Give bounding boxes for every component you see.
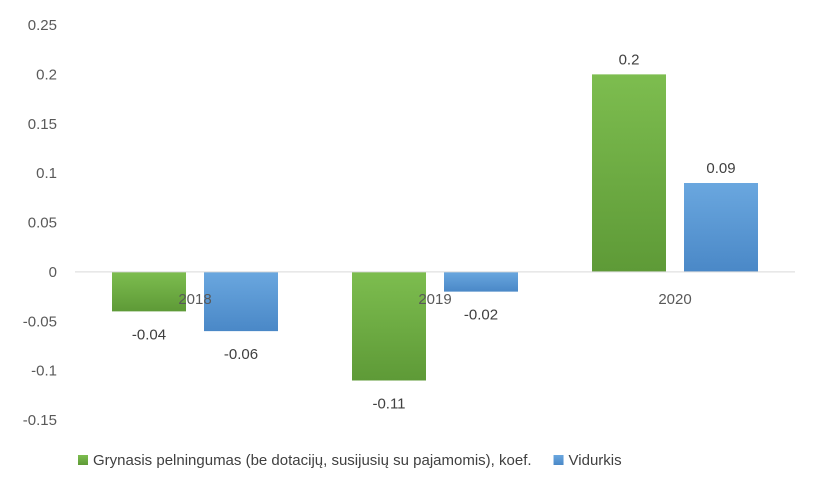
- category-label-2019: 2019: [418, 291, 451, 308]
- bar-grynasis-2020: [592, 74, 666, 272]
- data-label: 0.2: [619, 51, 640, 68]
- category-label-2020: 2020: [658, 291, 691, 308]
- legend: Grynasis pelningumas (be dotacijų, susij…: [78, 452, 622, 469]
- category-label-2018: 2018: [178, 291, 211, 308]
- y-tick-label: 0.05: [28, 215, 57, 232]
- y-tick-label: 0.25: [28, 17, 57, 34]
- y-tick-label: 0.15: [28, 116, 57, 133]
- bar-grynasis-2018: [112, 271, 186, 312]
- data-label: -0.11: [372, 396, 405, 413]
- x-axis-categories: 2018 2019 2020: [178, 291, 691, 308]
- data-label: 0.09: [706, 160, 735, 177]
- legend-label: Vidurkis: [569, 452, 622, 469]
- data-labels: -0.04 -0.06 -0.11 -0.02 0.2 0.09: [132, 51, 736, 412]
- y-tick-label: 0.1: [36, 165, 57, 182]
- data-label: -0.04: [132, 326, 166, 343]
- y-tick-label: 0.2: [36, 66, 57, 83]
- bar-vidurkis-2019: [444, 271, 518, 292]
- data-label: -0.02: [464, 307, 498, 324]
- y-axis: 0.25 0.2 0.15 0.1 0.05 0 -0.05 -0.1 -0.15: [23, 17, 57, 429]
- bar-vidurkis-2020: [684, 183, 758, 272]
- y-tick-label: 0: [49, 264, 57, 281]
- bar-vidurkis-2018: [204, 271, 278, 332]
- legend-label: Grynasis pelningumas (be dotacijų, susij…: [93, 452, 532, 469]
- y-tick-label: -0.1: [31, 363, 57, 380]
- data-label: -0.06: [224, 346, 258, 363]
- y-tick-label: -0.05: [23, 313, 57, 330]
- legend-swatch: [78, 455, 88, 465]
- bars: [112, 74, 758, 381]
- y-tick-label: -0.15: [23, 412, 57, 429]
- legend-swatch: [553, 455, 564, 465]
- bar-grynasis-2019: [352, 271, 426, 381]
